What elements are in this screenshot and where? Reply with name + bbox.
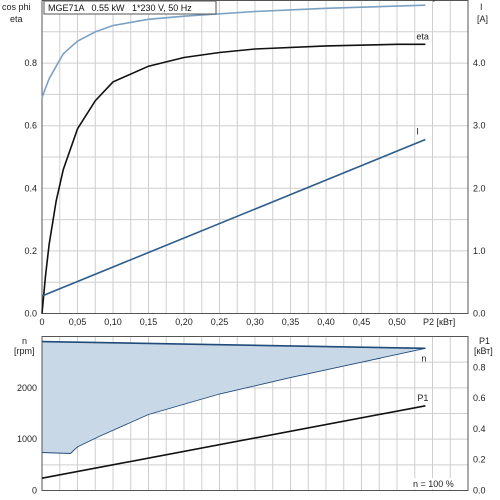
bottom-series-layer: n P1 xyxy=(41,340,428,479)
annotation-box xyxy=(411,478,466,489)
right-y-tick-label: 0.0 xyxy=(473,486,486,496)
right-axis-label-i: I xyxy=(480,2,483,12)
right-axis-label-kw: [кВт] xyxy=(474,346,493,356)
x-tick-label: 0,15 xyxy=(140,317,158,327)
x-tick-label: 0,05 xyxy=(69,317,87,327)
left-axis-label-rpm: [rpm] xyxy=(14,346,35,356)
eta-series-label: eta xyxy=(416,31,429,41)
left-y-tick-label: 0.2 xyxy=(24,246,37,256)
x-tick-label: 0,30 xyxy=(246,317,264,327)
left-y-tick-label: 0 xyxy=(32,486,37,496)
x-tick-label: 0,40 xyxy=(317,317,335,327)
left-axis-label-eta: eta xyxy=(10,14,23,24)
left-axis-label-cos-phi: cos phi xyxy=(2,2,31,12)
right-y-tick-label: 0.6 xyxy=(473,393,486,403)
p1-series-label: P1 xyxy=(417,393,428,403)
right-y-tick-label: 1.0 xyxy=(473,246,486,256)
right-axis-label-p1: P1 xyxy=(479,336,490,346)
x-tick-label: 0,50 xyxy=(388,317,406,327)
right-y-tick-label: 0.0 xyxy=(473,309,486,319)
x-tick-label: 0,10 xyxy=(104,317,122,327)
x-tick-label: 0 xyxy=(39,317,44,327)
right-y-tick-label: 0.2 xyxy=(473,455,486,465)
left-y-tick-label: 0.4 xyxy=(24,183,37,193)
bottom-tick-labels: 0 1000 2000 0.0 0.2 0.4 0.6 0.8 xyxy=(17,362,486,495)
right-axis-label-unit-a: [A] xyxy=(477,14,488,24)
right-y-tick-label: 4.0 xyxy=(473,58,486,68)
left-y-tick-label: 1000 xyxy=(17,434,37,444)
n-min-curve xyxy=(41,347,426,454)
top-panel: cos phi eta I 0 0,05 0,10 0,15 0,20 0,25 0,30 0,3… xyxy=(2,0,488,327)
left-y-tick-label: 0.0 xyxy=(24,309,37,319)
chart-title: MGE71A 0.55 kW 1*230 V, 50 Hz xyxy=(48,3,192,13)
x-axis-label: P2 [кВт] xyxy=(423,317,455,327)
x-tick-label: 0,45 xyxy=(353,317,371,327)
left-y-tick-label: 2000 xyxy=(17,383,37,393)
left-axis-label-n: n xyxy=(22,336,27,346)
x-tick-label: 0,25 xyxy=(211,317,229,327)
x-tick-label: 0,35 xyxy=(282,317,300,327)
x-tick-label: 0,20 xyxy=(175,317,193,327)
left-y-tick-label: 0.8 xyxy=(24,58,37,68)
i-series-label: I xyxy=(416,126,419,136)
top-grid xyxy=(42,0,468,314)
n-curve xyxy=(41,340,426,350)
cos-phi-series-label: cos phi xyxy=(416,0,445,2)
bottom-plot-frame xyxy=(41,336,469,491)
top-series-layer: cos phi eta I xyxy=(41,0,445,314)
i-curve xyxy=(41,138,426,297)
cos-phi-curve xyxy=(41,4,426,98)
right-y-tick-label: 3.0 xyxy=(473,121,486,131)
left-y-tick-label: 0.6 xyxy=(24,121,37,131)
right-y-tick-label: 0.8 xyxy=(473,362,486,372)
n-operating-area xyxy=(42,341,426,454)
speed-annotation: n = 100 % xyxy=(413,479,454,489)
right-y-tick-label: 2.0 xyxy=(473,183,486,193)
title-box xyxy=(43,0,217,15)
eta-curve xyxy=(41,43,426,314)
right-y-tick-label: 0.4 xyxy=(473,424,486,434)
p1-curve xyxy=(41,405,426,479)
top-plot-frame xyxy=(41,0,469,314)
n-series-label: n xyxy=(421,353,426,363)
top-tick-labels: 0 0,05 0,10 0,15 0,20 0,25 0,30 0,35 0,40 0,45 0,5… xyxy=(24,58,485,327)
